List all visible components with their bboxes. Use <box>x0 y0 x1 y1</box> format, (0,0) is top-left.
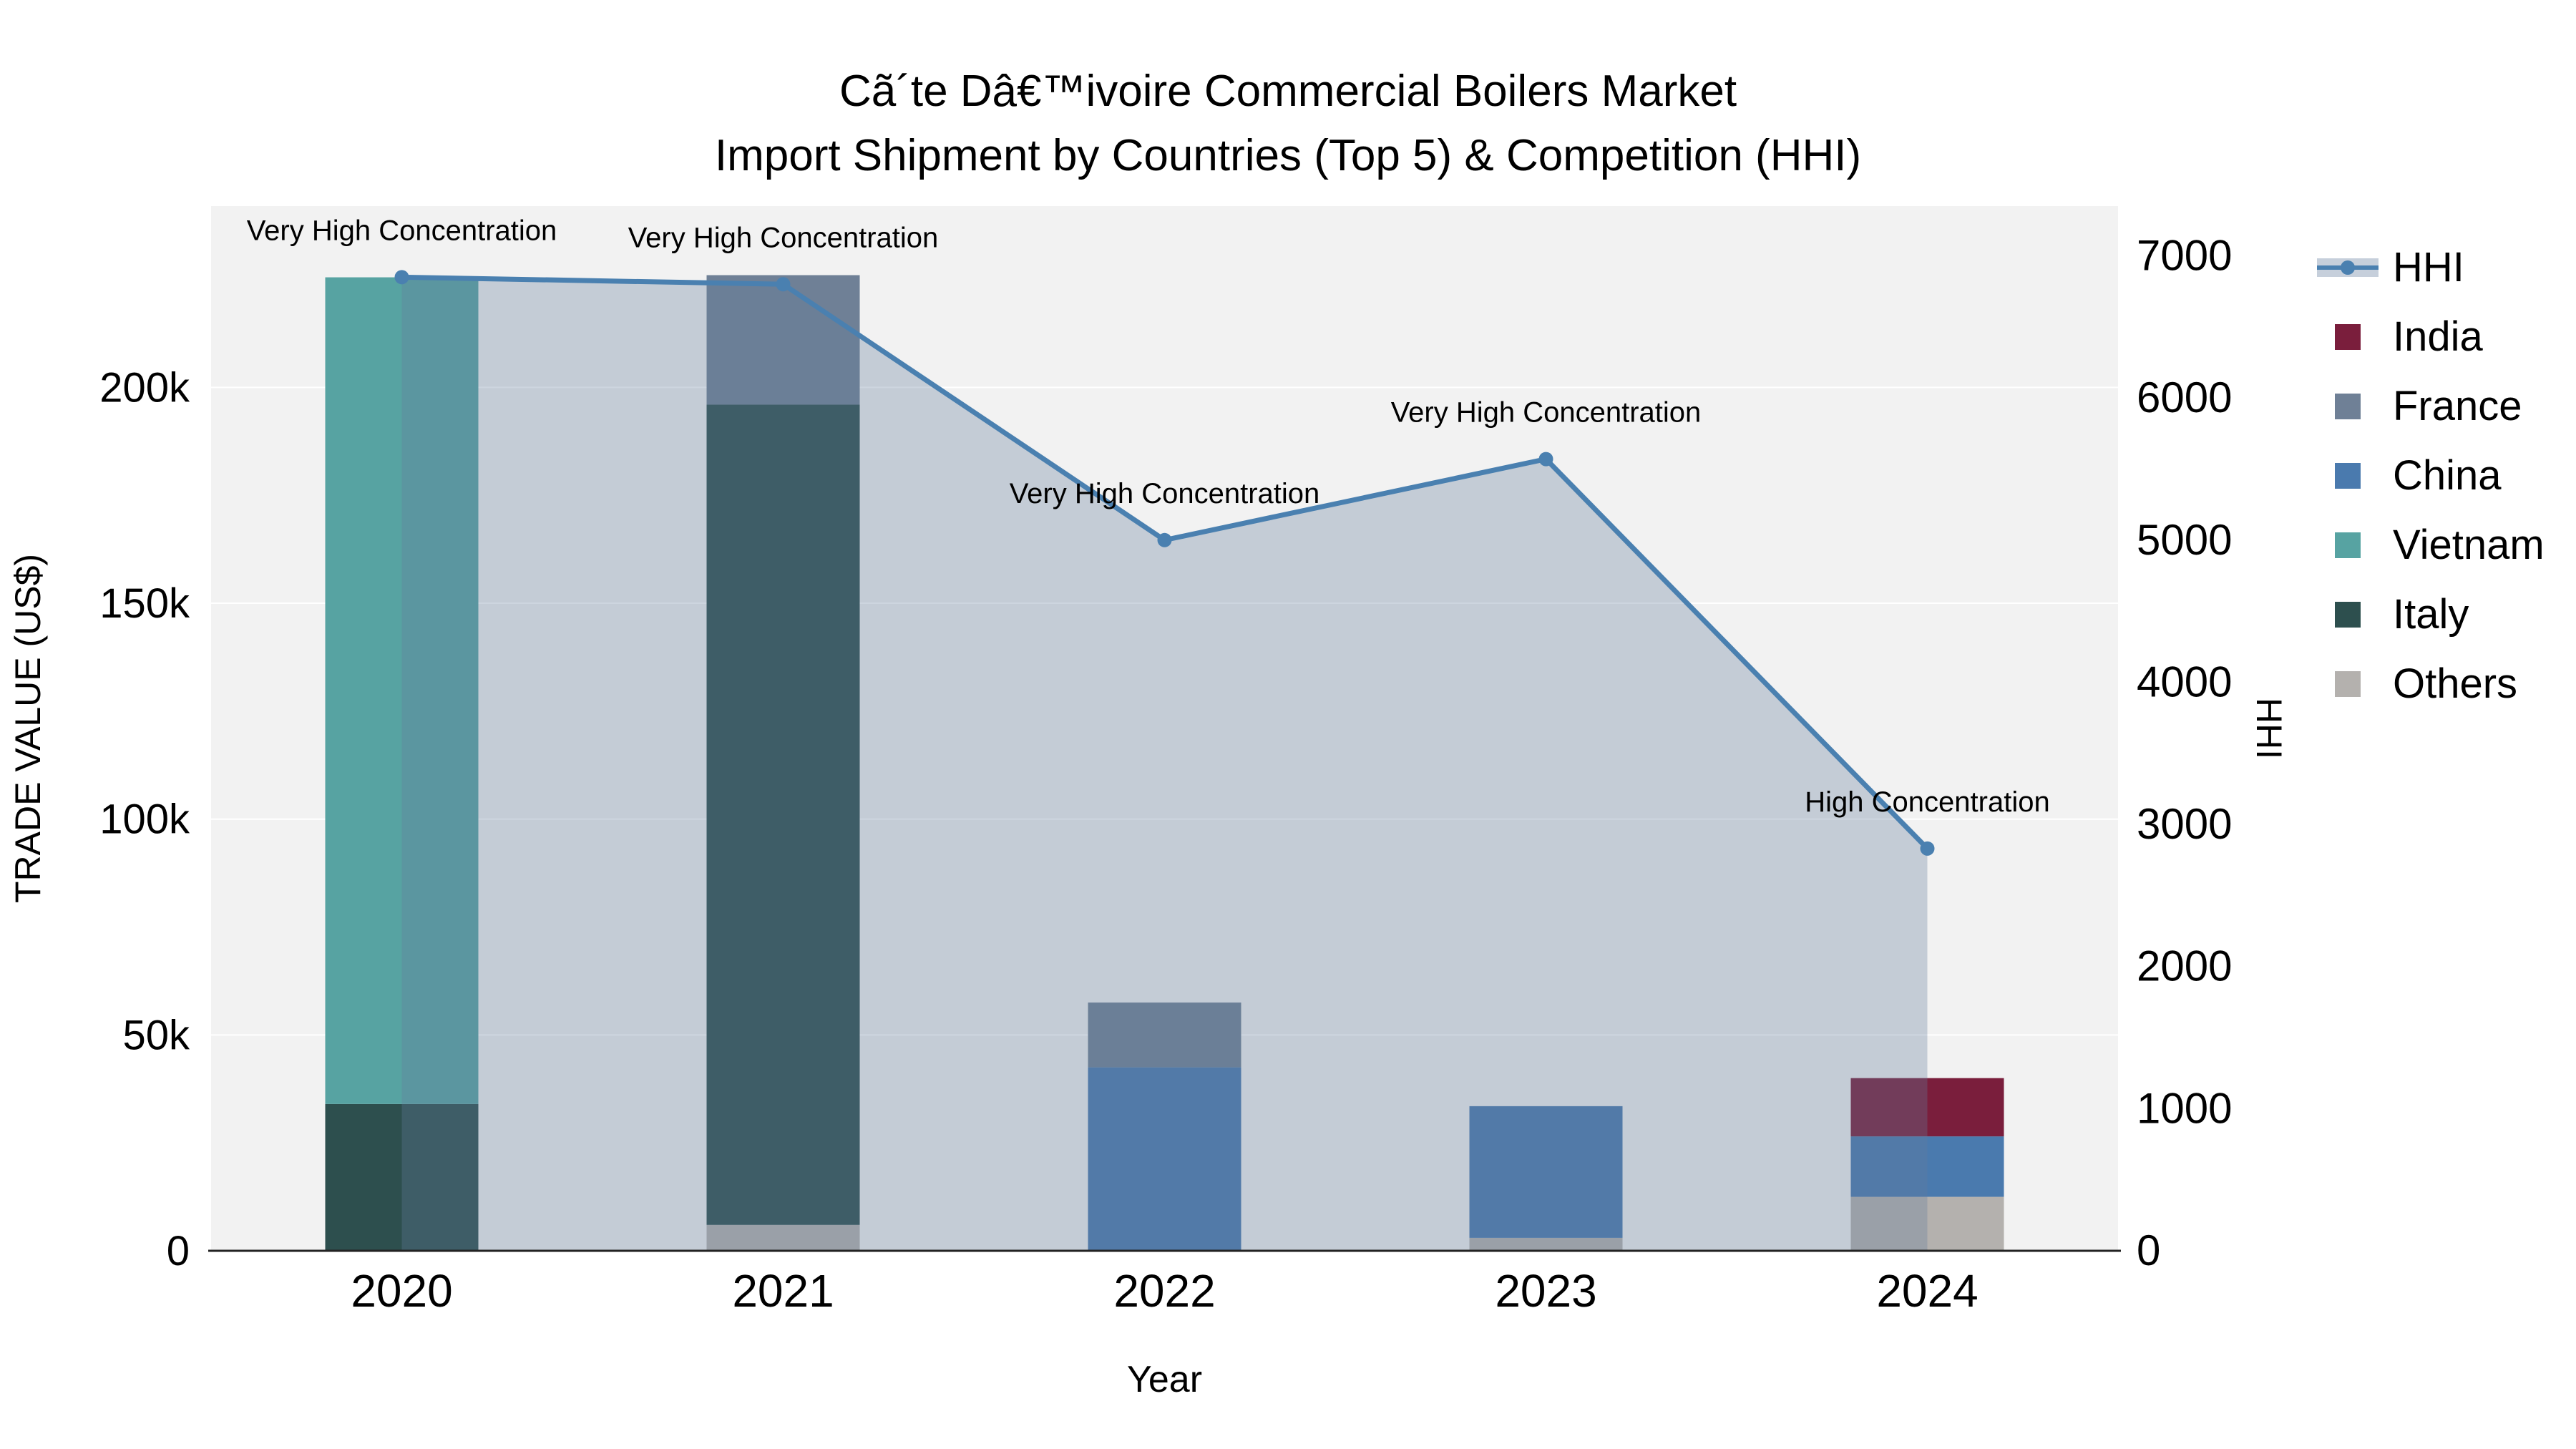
annotation-2022: Very High Concentration <box>1010 478 1320 509</box>
legend-swatch-china <box>2317 462 2379 489</box>
hhi-line-marker-icon <box>2317 252 2379 283</box>
bar-segment-france-2021 <box>706 275 860 405</box>
annotation-2020: Very High Concentration <box>247 215 557 246</box>
hhi-marker-2024 <box>1920 841 1935 856</box>
bar-segment-others-2023 <box>1469 1237 1623 1251</box>
bar-segment-china-2024 <box>1850 1136 2004 1197</box>
left-tick-100k: 100k <box>99 796 190 843</box>
legend-item-china[interactable]: China <box>2317 452 2545 499</box>
legend-item-others[interactable]: Others <box>2317 660 2545 708</box>
annotation-2023: Very High Concentration <box>1391 397 1702 429</box>
legend-swatch-others <box>2317 670 2379 697</box>
x-tick-2023: 2023 <box>1495 1265 1596 1317</box>
hhi-marker-2021 <box>776 277 791 292</box>
legend-item-vietnam[interactable]: Vietnam <box>2317 521 2545 569</box>
right-axis-title: HHI <box>2249 697 2289 760</box>
bar-segment-others-2021 <box>706 1224 860 1251</box>
right-tick-3000: 3000 <box>2137 800 2232 848</box>
right-tick-1000: 1000 <box>2137 1084 2232 1132</box>
bar-segment-india-2024 <box>1850 1078 2004 1137</box>
left-tick-50k: 50k <box>122 1012 190 1058</box>
x-axis-title: Year <box>1126 1359 1203 1400</box>
hhi-marker-2022 <box>1157 532 1172 547</box>
legend-swatch-vietnam <box>2317 532 2379 558</box>
right-tick-2000: 2000 <box>2137 942 2232 990</box>
right-tick-6000: 6000 <box>2137 374 2232 421</box>
legend-label-hhi: HHI <box>2393 244 2464 291</box>
legend: HHI India France China Vietnam Italy Others <box>2317 243 2545 708</box>
bar-segment-vietnam-2020 <box>325 277 479 1104</box>
legend-label-vietnam: Vietnam <box>2393 522 2545 568</box>
chart-subtitle: Import Shipment by Countries (Top 5) & C… <box>714 131 1862 180</box>
annotation-2024: High Concentration <box>1805 786 2049 818</box>
legend-swatch-italy <box>2317 601 2379 628</box>
legend-item-hhi[interactable]: HHI <box>2317 243 2545 291</box>
legend-label-others: Others <box>2393 660 2518 707</box>
left-axis-title: TRADE VALUE (US$) <box>8 553 48 904</box>
x-tick-2022: 2022 <box>1113 1265 1215 1317</box>
legend-label-france: France <box>2393 383 2522 429</box>
left-tick-0: 0 <box>167 1228 190 1274</box>
hhi-area-fill <box>401 277 1928 1252</box>
hhi-marker-2020 <box>394 270 409 285</box>
legend-item-italy[interactable]: Italy <box>2317 590 2545 638</box>
bar-segment-china-2022 <box>1088 1067 1241 1251</box>
legend-label-india: India <box>2393 313 2483 360</box>
bar-segment-italy-2020 <box>325 1103 479 1251</box>
left-tick-150k: 150k <box>99 580 190 627</box>
x-tick-2020: 2020 <box>351 1265 452 1317</box>
chart-title: Cã´te Dâ€™ivoire Commercial Boilers Mark… <box>839 67 1737 116</box>
bar-segment-others-2024 <box>1850 1196 2004 1251</box>
x-tick-2024: 2024 <box>1876 1265 1978 1317</box>
legend-item-india[interactable]: India <box>2317 313 2545 361</box>
left-tick-200k: 200k <box>99 364 190 411</box>
x-tick-2021: 2021 <box>732 1265 834 1317</box>
legend-item-france[interactable]: France <box>2317 382 2545 430</box>
bar-segment-italy-2021 <box>706 404 860 1225</box>
legend-label-italy: Italy <box>2393 591 2469 638</box>
right-tick-7000: 7000 <box>2137 232 2232 280</box>
hhi-marker-2023 <box>1538 452 1553 467</box>
legend-label-china: China <box>2393 452 2502 499</box>
legend-swatch-india <box>2317 323 2379 350</box>
right-tick-4000: 4000 <box>2137 658 2232 706</box>
bar-segment-france-2022 <box>1088 1002 1241 1068</box>
right-tick-0: 0 <box>2137 1226 2160 1274</box>
right-tick-5000: 5000 <box>2137 516 2232 564</box>
bar-segment-china-2023 <box>1469 1106 1623 1238</box>
annotation-2021: Very High Concentration <box>628 222 939 253</box>
legend-swatch-france <box>2317 393 2379 419</box>
